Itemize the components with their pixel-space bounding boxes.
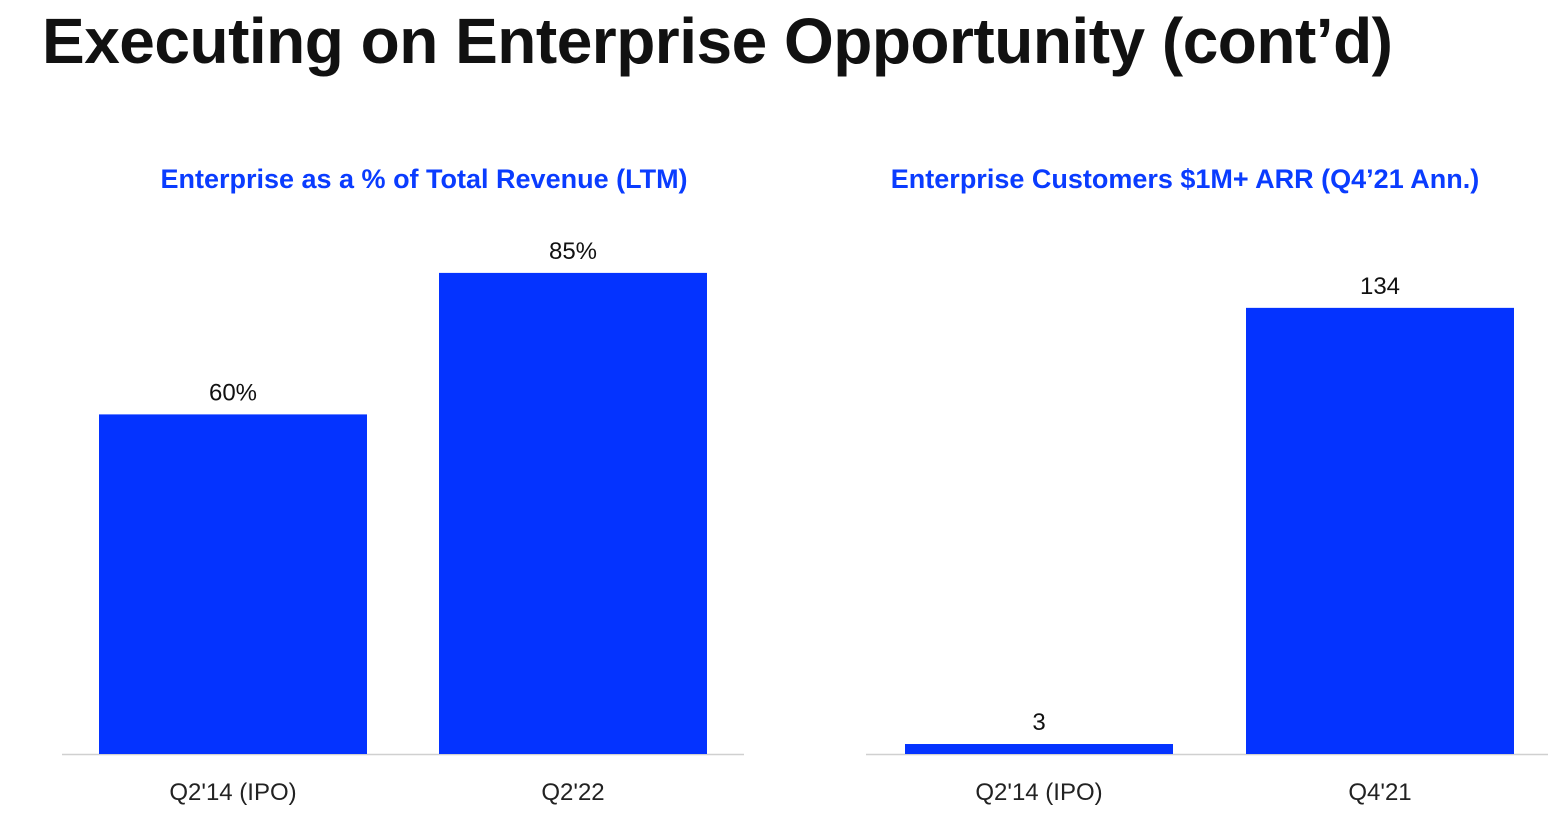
revenue-share-data-label-1: 60%: [209, 379, 257, 406]
million-arr-category-label-1: Q2'14 (IPO): [975, 779, 1102, 806]
revenue-share-chart: Enterprise as a % of Total Revenue (LTM)…: [0, 150, 780, 820]
revenue-share-bar-2: [439, 272, 707, 754]
million-arr-customers-chart: Enterprise Customers $1M+ ARR (Q4’21 Ann…: [780, 150, 1558, 820]
million-arr-customers-chart-title: Enterprise Customers $1M+ ARR (Q4’21 Ann…: [890, 164, 1480, 194]
revenue-share-category-label-2: Q2'22: [541, 779, 604, 806]
million-arr-bar-2: [1246, 307, 1514, 754]
revenue-share-chart-title: Enterprise as a % of Total Revenue (LTM): [160, 164, 688, 194]
revenue-share-category-label-1: Q2'14 (IPO): [169, 779, 296, 806]
revenue-share-chart-plot: 60% Q2'14 (IPO) 85% Q2'22: [62, 238, 744, 806]
million-arr-data-label-2: 134: [1360, 273, 1400, 300]
slide-title: Executing on Enterprise Opportunity (con…: [42, 5, 1393, 77]
million-arr-bar-1: [905, 744, 1173, 754]
million-arr-customers-chart-plot: 3 Q2'14 (IPO) 134 Q4'21: [866, 273, 1548, 806]
revenue-share-bar-1: [99, 414, 367, 754]
million-arr-category-label-2: Q4'21: [1348, 779, 1411, 806]
million-arr-data-label-1: 3: [1032, 709, 1045, 736]
revenue-share-data-label-2: 85%: [549, 238, 597, 265]
